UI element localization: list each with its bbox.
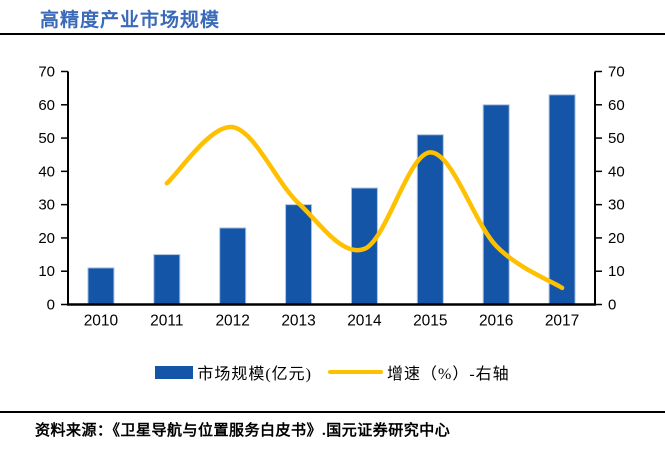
bar-2014 (350, 187, 378, 305)
legend-item-line: 增速（%）-右轴 (328, 360, 510, 384)
growth-line (164, 124, 565, 291)
chart-canvas: 0 10 20 30 40 50 60 70 0 10 20 30 40 50 60 70 2010 2011 20… (38, 64, 625, 330)
legend-line-label: 增速（%）-右轴 (387, 366, 510, 383)
bar-swatch-icon (155, 365, 194, 379)
x-label-2011: 2011 (150, 313, 183, 330)
left-tick-label: 50 (38, 130, 55, 147)
legend-item-bars: 市场规模(亿元) (155, 360, 312, 384)
left-tick-label: 60 (38, 97, 55, 114)
source-note: 资料来源：《卫星导航与位置服务白皮书》.国元证券研究中心 (35, 423, 451, 439)
x-label-2017: 2017 (545, 313, 579, 330)
bar-2017 (548, 94, 576, 305)
x-label-2013: 2013 (281, 313, 315, 330)
left-tick-label: 30 (38, 197, 55, 214)
x-label-2016: 2016 (479, 313, 513, 330)
x-label-2012: 2012 (215, 313, 249, 330)
right-tick-label: 40 (608, 163, 625, 180)
right-tick-label: 0 (608, 297, 616, 314)
right-tick-label: 20 (608, 230, 625, 247)
x-label-2015: 2015 (413, 313, 447, 330)
bar-2010 (87, 267, 115, 305)
legend-bar-label: 市场规模(亿元) (197, 366, 312, 383)
line-swatch-icon (328, 370, 383, 374)
bar-2013 (285, 204, 313, 305)
left-tick-label: 0 (47, 297, 55, 314)
left-tick-label: 20 (38, 230, 55, 247)
right-tick-label: 50 (608, 130, 625, 147)
x-label-2010: 2010 (84, 313, 119, 330)
footer-divider (0, 411, 665, 413)
chart-area: 0 10 20 30 40 50 60 70 0 10 20 30 40 50 60 70 2010 2011 20… (0, 50, 665, 350)
right-tick-label: 10 (608, 263, 625, 280)
bar-2012 (219, 227, 247, 305)
bar-2011 (153, 254, 181, 305)
bar-2016 (482, 104, 510, 305)
left-tick-label: 70 (38, 64, 55, 81)
right-tick-label: 30 (608, 197, 625, 214)
title-underline (0, 0, 665, 35)
right-tick-label: 70 (608, 64, 625, 81)
x-label-2014: 2014 (347, 313, 382, 330)
left-tick-label: 10 (38, 263, 55, 280)
page-title: 高精度产业市场规模 (40, 10, 221, 31)
chart-legend: 市场规模(亿元) 增速（%）-右轴 (0, 360, 665, 384)
left-tick-label: 40 (38, 163, 55, 180)
right-tick-label: 60 (608, 97, 625, 114)
